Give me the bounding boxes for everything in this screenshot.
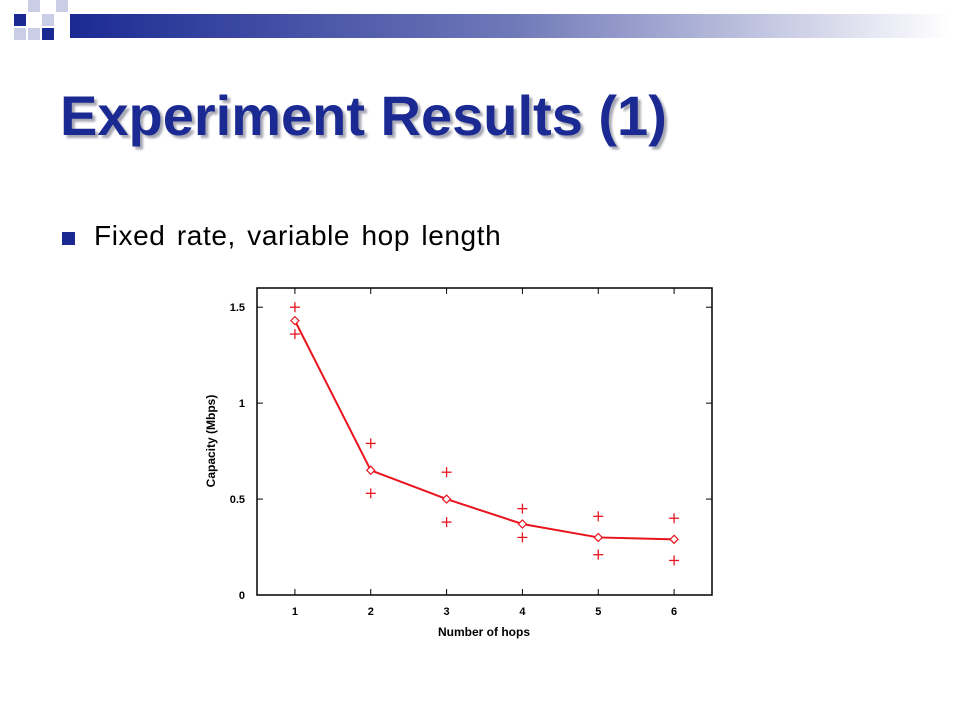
series-line-group [294, 320, 675, 541]
y-tick-label: 1 [239, 398, 245, 410]
lower-plus-point [289, 329, 300, 340]
plot-frame [256, 287, 713, 596]
deco-square [28, 0, 40, 12]
upper-plus-point [441, 467, 452, 478]
upper-plus-point [289, 302, 300, 313]
deco-square [14, 28, 26, 40]
diamond-point [290, 315, 300, 326]
lower-plus-point [669, 555, 680, 566]
y-axis-title: Capacity (Mbps) [204, 395, 218, 488]
bullet-text: Fixed rate, variable hop length [94, 220, 502, 251]
upper-plus-point [365, 438, 376, 449]
x-tick-label: 1 [292, 606, 298, 618]
y-tick-labels: 0 0.5 1 1.5 [230, 302, 245, 602]
lower-plus-point [365, 488, 376, 499]
deco-square [28, 28, 40, 40]
diamond-point [593, 532, 604, 543]
y-tick-label: 0.5 [230, 494, 245, 506]
y-tick-label: 1.5 [230, 302, 245, 314]
x-tick-label: 3 [444, 606, 450, 618]
bound-markers-group [289, 302, 680, 566]
upper-plus-point [517, 503, 528, 514]
deco-square [42, 28, 54, 40]
series-markers-group [290, 315, 679, 545]
series-line [294, 320, 675, 541]
slide-title: Experiment Results (1) [60, 84, 667, 147]
lower-plus-point [593, 549, 604, 560]
upper-plus-point [593, 511, 604, 522]
deco-square [56, 0, 68, 12]
diamond-point [669, 534, 679, 545]
x-tick-labels: 1 2 3 4 5 6 [292, 606, 677, 618]
x-tick-label: 4 [519, 606, 526, 618]
slide-decoration [14, 0, 950, 40]
diamond-point [365, 465, 376, 476]
lower-plus-point [441, 517, 452, 528]
axis-ticks [257, 288, 712, 596]
x-tick-label: 2 [368, 606, 374, 618]
deco-square [14, 14, 26, 26]
y-tick-label: 0 [239, 590, 245, 602]
diamond-point [441, 494, 452, 504]
diamond-point [517, 519, 528, 529]
header-gradient-bar [70, 14, 950, 38]
lower-plus-point [517, 532, 528, 543]
x-tick-label: 6 [671, 606, 677, 618]
x-axis-title: Number of hops [438, 625, 530, 639]
deco-square [42, 14, 54, 26]
bullet-square-icon [62, 232, 75, 245]
upper-plus-point [669, 513, 680, 524]
x-tick-label: 5 [595, 606, 601, 618]
